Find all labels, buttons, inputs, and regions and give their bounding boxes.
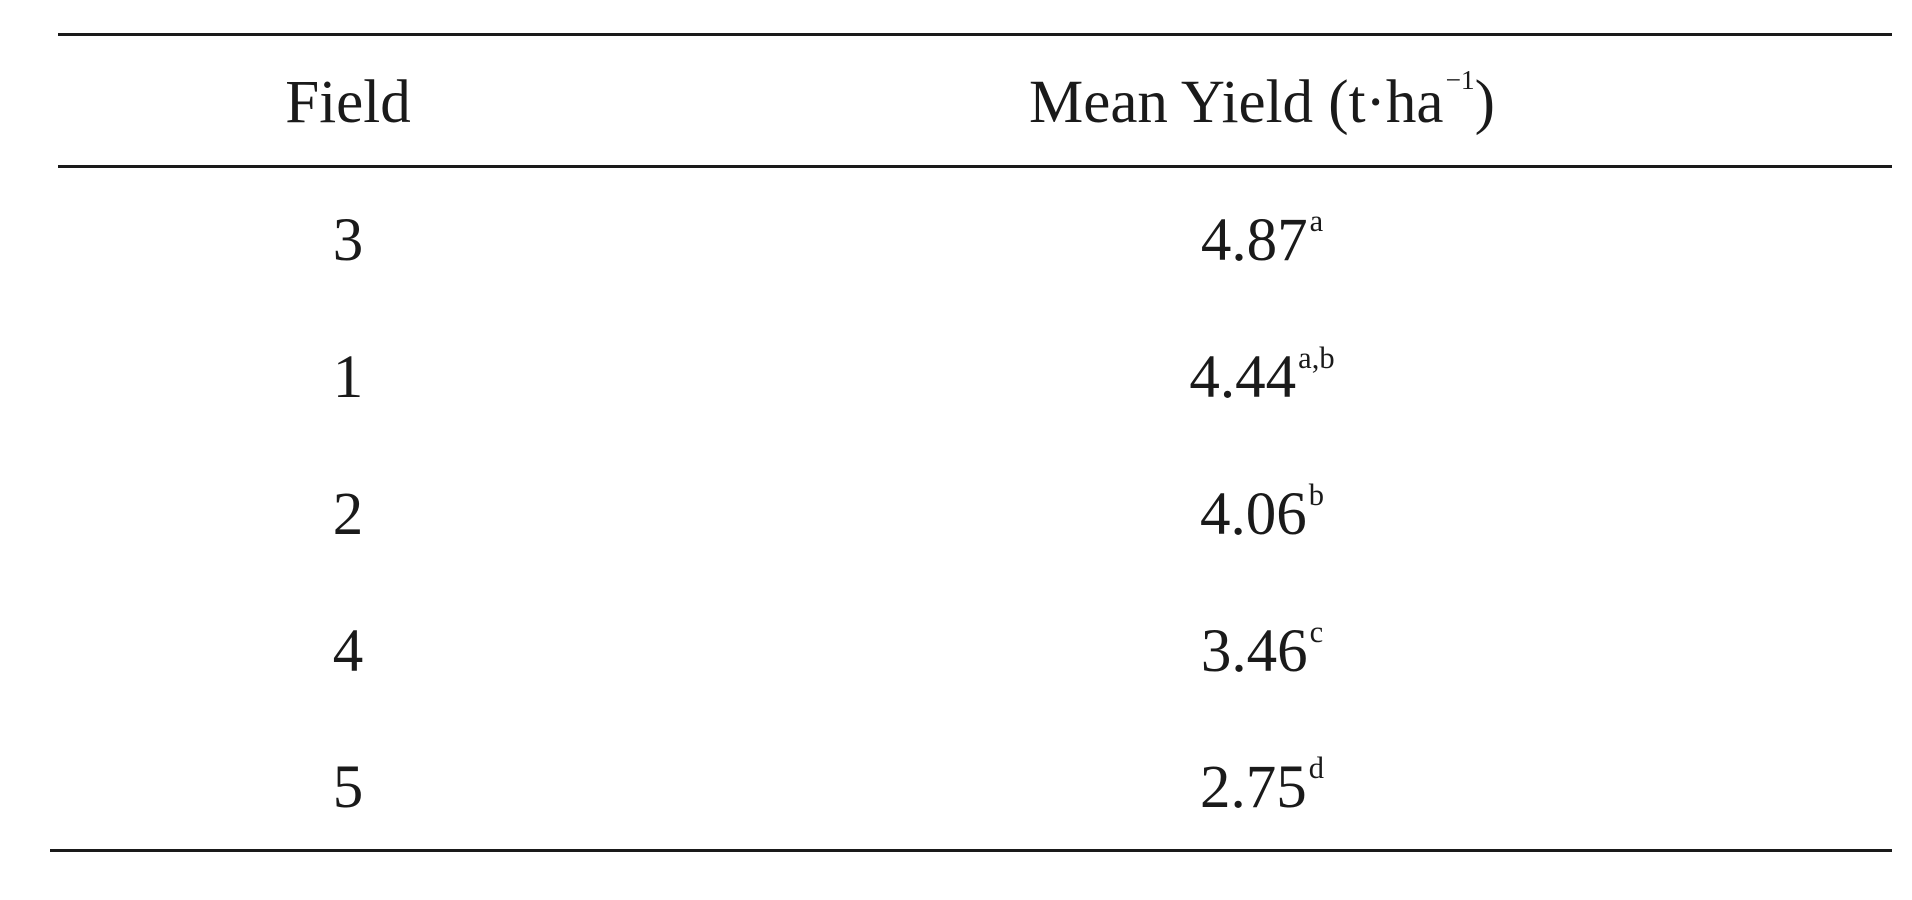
table-top-rule [58, 33, 1892, 36]
yield-cell: 3.46c [1200, 617, 1323, 685]
header-mean-yield-text: Mean Yield (t·ha [1029, 69, 1444, 136]
yield-value: 4.87 [1200, 207, 1308, 274]
field-cell: 1 [332, 344, 364, 411]
yield-group-letter: a [1309, 204, 1324, 239]
yield-cell: 4.44a,b [1189, 343, 1334, 411]
yield-group-letter: a,b [1298, 341, 1335, 376]
field-cell: 2 [332, 481, 364, 548]
yield-value: 4.44 [1189, 344, 1297, 411]
yield-value: 2.75 [1200, 754, 1307, 821]
header-mean-yield-exponent: −1 [1445, 65, 1475, 96]
field-cell: 3 [332, 207, 364, 274]
header-mean-yield: Mean Yield (t·ha−1) [1029, 66, 1495, 136]
yield-cell: 4.87a [1200, 206, 1323, 274]
header-mean-yield-close: ) [1474, 69, 1495, 136]
yield-group-letter: d [1308, 751, 1324, 786]
yield-group-letter: b [1308, 478, 1324, 513]
header-field: Field [285, 69, 411, 136]
yield-cell: 2.75d [1200, 753, 1324, 821]
field-cell: 5 [332, 754, 364, 821]
yield-cell: 4.06b [1200, 480, 1324, 548]
yield-group-letter: c [1309, 615, 1324, 650]
table-header-rule [58, 165, 1892, 168]
table-bottom-rule [50, 849, 1892, 852]
field-cell: 4 [332, 618, 364, 685]
yield-value: 3.46 [1200, 618, 1308, 685]
yield-value: 4.06 [1200, 481, 1307, 548]
